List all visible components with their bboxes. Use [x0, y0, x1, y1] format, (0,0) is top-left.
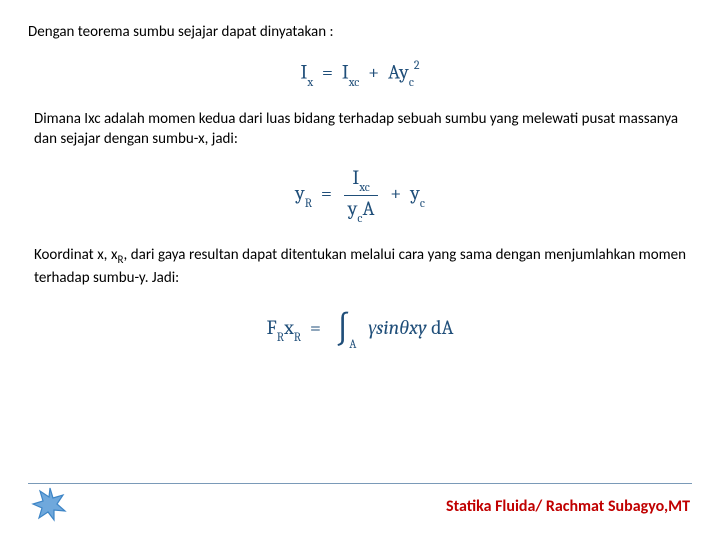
eq1-rhs1-sub: xc: [349, 75, 360, 89]
equation-1-wrap: Ix = Ixc + Ayc2: [28, 60, 692, 87]
eq1-rhs2-a: A: [388, 61, 399, 84]
eq3-lhs-a-sub: R: [277, 330, 284, 344]
paragraph-2: Dimana Ixc adalah momen kedua dari luas …: [28, 109, 692, 150]
eq2-tail-sub: c: [420, 196, 425, 210]
equation-1: Ix = Ixc + Ayc2: [300, 60, 419, 87]
eq2-den-a-sub: c: [357, 211, 362, 225]
eq2-den-b: A: [362, 197, 374, 220]
eq2-fraction: Ixc ycA: [344, 167, 379, 222]
eq2-op: +: [390, 182, 401, 205]
equation-2-wrap: yR = Ixc ycA + yc: [28, 167, 692, 222]
eq1-rhs2-sup: 2: [414, 58, 420, 72]
p3-text-a: Koordinat x, x: [34, 246, 117, 264]
p3-text-b: , dari gaya resultan dapat ditentukan me…: [34, 246, 686, 287]
equation-3-wrap: FRxR = ∫A γsinθxy dA: [28, 314, 692, 345]
eq2-tail-var: y: [410, 182, 420, 205]
eq3-lhs-b-sub: R: [294, 330, 301, 344]
equation-2: yR = Ixc ycA + yc: [295, 167, 425, 222]
eq1-rhs2-b: y: [399, 61, 409, 84]
eq2-den-a: y: [348, 197, 358, 220]
paragraph-1: Dengan teorema sumbu sejajar dapat dinya…: [28, 22, 692, 42]
equation-3: FRxR = ∫A γsinθxy dA: [267, 314, 454, 345]
paragraph-3: Koordinat x, xR, dari gaya resultan dapa…: [28, 245, 692, 288]
eq2-lhs-sub: R: [305, 196, 312, 210]
eq2-num-sub: xc: [359, 180, 370, 194]
eq3-lhs-a: F: [267, 316, 277, 339]
eq3-body: γsinθxy: [368, 316, 426, 339]
eq2-lhs-var: y: [295, 182, 305, 205]
eq3-lhs-b: x: [284, 316, 294, 339]
footer-text: Statika Fluida/ Rachmat Subagyo,MT: [446, 497, 690, 516]
eq3-tail: dA: [431, 316, 453, 339]
eq3-int-sub: A: [349, 337, 356, 351]
eq1-op: +: [368, 61, 379, 84]
star-icon: [30, 484, 70, 524]
eq1-rhs2-sub: c: [409, 75, 414, 89]
eq1-rhs1-var: I: [342, 61, 349, 84]
eq1-lhs-sub: x: [307, 75, 313, 89]
footer-divider: [28, 483, 692, 485]
